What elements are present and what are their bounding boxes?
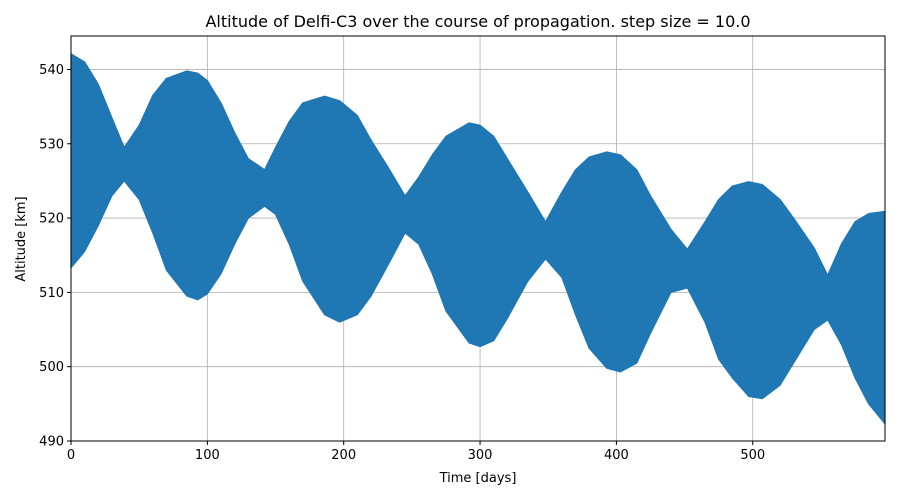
- chart-title: Altitude of Delfi-C3 over the course of …: [205, 12, 750, 31]
- y-tick-label: 530: [39, 137, 64, 152]
- y-tick-label: 540: [39, 63, 64, 78]
- y-tick-label: 520: [39, 212, 64, 227]
- x-tick-label: 500: [740, 448, 765, 463]
- x-tick-label: 0: [67, 448, 75, 463]
- y-tick-label: 490: [39, 435, 64, 450]
- x-tick-label: 200: [331, 448, 356, 463]
- x-tick-label: 100: [195, 448, 220, 463]
- axes: 0 100 200 300 400 500 490 500 510 520 530 540: [39, 35, 886, 463]
- y-tick-label: 510: [39, 286, 64, 301]
- y-tick-label: 500: [39, 360, 64, 375]
- y-axis-label: Altitude [km]: [14, 196, 29, 281]
- x-axis-label: Time [days]: [439, 471, 517, 486]
- x-tick-label: 400: [604, 448, 629, 463]
- x-tick-label: 300: [468, 448, 493, 463]
- axes-frame: [70, 35, 886, 442]
